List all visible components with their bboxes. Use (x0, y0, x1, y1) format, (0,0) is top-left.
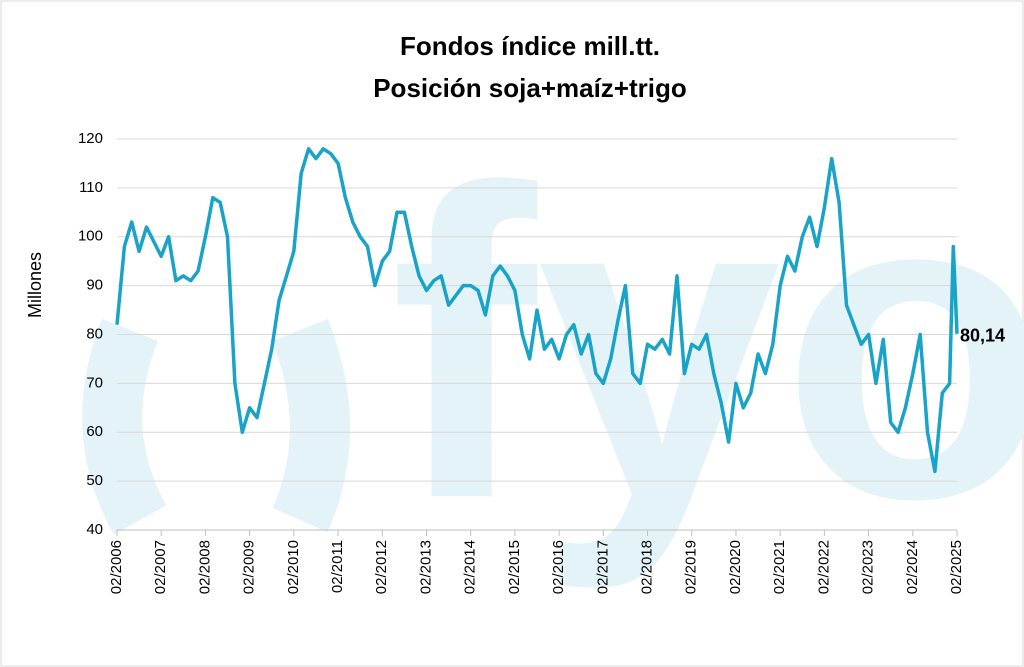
chart-title: Fondos índice mill.tt. (400, 31, 660, 61)
y-tick-label: 100 (78, 228, 103, 245)
x-tick-label: 02/2021 (771, 540, 788, 594)
y-tick-label: 40 (86, 521, 103, 538)
x-tick-label: 02/2019 (683, 540, 700, 594)
y-axis-label: Millones (25, 252, 45, 318)
x-tick-label: 02/2016 (550, 540, 567, 594)
y-tick-label: 90 (86, 277, 103, 294)
series-line (115, 147, 959, 474)
x-tick-label: 02/2018 (638, 540, 655, 594)
x-tick-label: 02/2025 (948, 540, 965, 594)
x-tick-label: 02/2008 (196, 540, 213, 594)
x-tick-label: 02/2012 (373, 540, 390, 594)
y-tick-label: 80 (86, 325, 103, 342)
x-tick-label: 02/2009 (241, 540, 258, 594)
x-tick-label: 02/2017 (594, 540, 611, 594)
y-tick-label: 50 (86, 472, 103, 489)
x-tick-label: 02/2014 (462, 540, 479, 594)
watermark-arc (82, 318, 167, 535)
y-tick-label: 120 (78, 130, 103, 147)
value-label: 80,14 (960, 326, 1005, 346)
x-tick-label: 02/2007 (152, 540, 169, 594)
x-tick-label: 02/2010 (285, 540, 302, 594)
x-tick-label: 02/2011 (329, 540, 346, 593)
x-tick-label: 02/2024 (904, 540, 921, 594)
watermark-arc (271, 318, 350, 533)
x-tick-label: 02/2013 (417, 540, 434, 594)
y-tick-label: 60 (86, 423, 103, 440)
y-tick-label: 110 (79, 179, 103, 196)
y-tick-label: 70 (86, 374, 103, 391)
x-tick-label: 02/2006 (108, 540, 125, 594)
x-tick-label: 02/2020 (727, 540, 744, 594)
chart-subtitle: Posición soja+maíz+trigo (373, 73, 687, 103)
x-tick-label: 02/2023 (860, 540, 877, 594)
x-tick-label: 02/2015 (506, 540, 523, 594)
x-tick-label: 02/2022 (815, 540, 832, 594)
